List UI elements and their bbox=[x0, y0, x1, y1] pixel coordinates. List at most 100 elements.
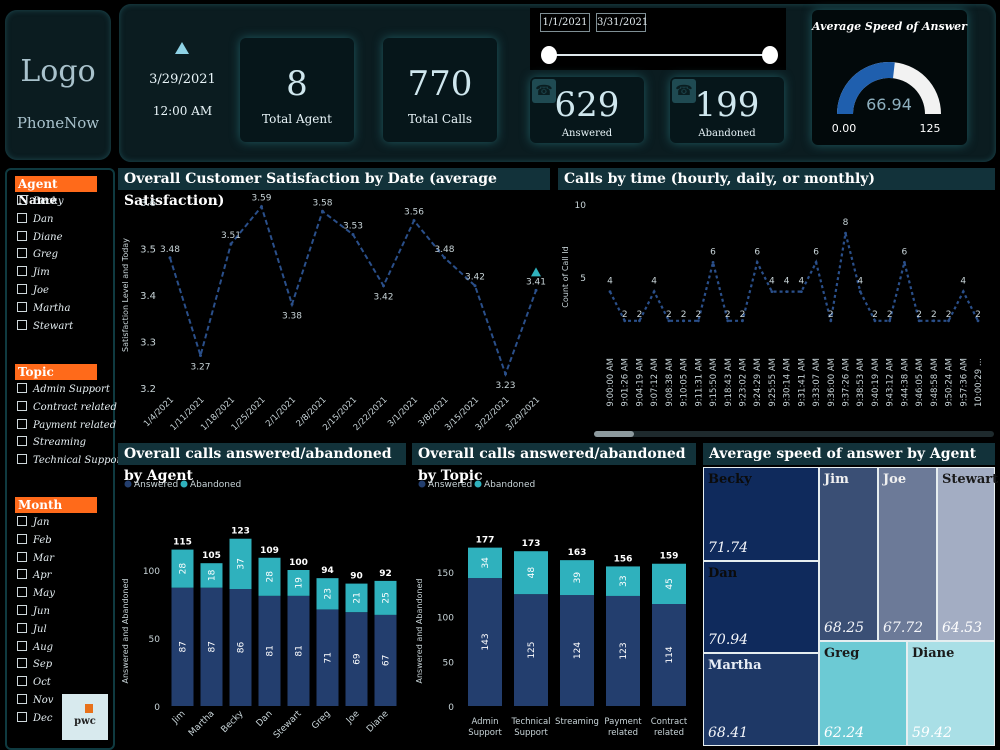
bar-label: 33 bbox=[619, 575, 629, 586]
y-tick-label: 0 bbox=[154, 703, 160, 713]
answered-label: Answered bbox=[561, 128, 613, 139]
month-filter-item[interactable]: Oct bbox=[17, 676, 51, 690]
checkbox[interactable] bbox=[17, 605, 27, 615]
x-tick-label: Technical bbox=[510, 717, 550, 727]
checkbox[interactable] bbox=[17, 640, 27, 651]
x-tick-label: 9:18:43 AM bbox=[724, 358, 734, 407]
total-calls-value: 770 bbox=[407, 64, 473, 104]
treemap-tile[interactable]: Greg 62.24 bbox=[819, 641, 907, 746]
month-filter-item[interactable]: Apr bbox=[17, 569, 51, 583]
treemap-tile[interactable]: Jim 68.25 bbox=[819, 467, 878, 641]
topic-filter-item[interactable]: Admin Support bbox=[17, 383, 110, 397]
y-tick-label: 50 bbox=[149, 635, 161, 645]
x-tick-label: 3/1/2021 bbox=[386, 395, 420, 429]
checkbox[interactable] bbox=[17, 587, 27, 598]
date-slider-start-handle[interactable] bbox=[541, 46, 557, 64]
agent-filter-item[interactable]: Diane bbox=[17, 230, 63, 245]
bar-abandoned bbox=[171, 549, 194, 588]
topic-filter-label: Technical Support bbox=[33, 455, 126, 467]
abandoned-card: ☎ 199 Abandoned bbox=[670, 77, 784, 143]
calls-time-scrollbar[interactable] bbox=[594, 431, 994, 437]
x-tick-label: Stewart bbox=[272, 709, 304, 741]
checkbox[interactable] bbox=[17, 551, 27, 562]
total-label: 109 bbox=[260, 546, 279, 556]
checkbox[interactable] bbox=[17, 319, 27, 330]
checkbox[interactable] bbox=[17, 195, 27, 205]
data-point bbox=[726, 319, 730, 323]
bar-label: 81 bbox=[295, 645, 305, 656]
topic-filter-item[interactable]: Contract related bbox=[17, 400, 117, 415]
bar-label: 48 bbox=[527, 567, 537, 579]
date-slider-end-handle[interactable] bbox=[762, 46, 778, 64]
month-filter-item[interactable]: Feb bbox=[17, 533, 52, 548]
agent-filter-item[interactable]: Becky bbox=[17, 195, 64, 209]
agent-filter-item[interactable]: Stewart bbox=[17, 319, 73, 334]
checkbox[interactable] bbox=[17, 516, 27, 526]
month-filter-item[interactable]: Jul bbox=[17, 622, 47, 637]
checkbox[interactable] bbox=[17, 436, 27, 447]
data-label: 4 bbox=[769, 277, 775, 287]
checkbox[interactable] bbox=[17, 284, 27, 294]
checkbox[interactable] bbox=[17, 533, 27, 544]
data-label: 4 bbox=[857, 277, 863, 287]
treemap-tile[interactable]: Stewart 64.53 bbox=[937, 467, 998, 641]
x-tick-label: Support bbox=[514, 728, 548, 738]
topic-filter-item[interactable]: Payment related bbox=[17, 418, 116, 433]
agent-filter-item[interactable]: Jim bbox=[17, 266, 50, 280]
data-label: 3.59 bbox=[251, 194, 271, 204]
agent-filter-item[interactable]: Dan bbox=[17, 212, 53, 227]
treemap-tile[interactable]: Martha 68.41 bbox=[703, 653, 819, 746]
checkbox[interactable] bbox=[17, 212, 27, 223]
checkbox[interactable] bbox=[17, 454, 27, 465]
treemap-tile[interactable]: Dan 70.94 bbox=[703, 561, 819, 653]
checkbox[interactable] bbox=[17, 383, 27, 393]
month-filter-item[interactable]: Nov bbox=[17, 694, 53, 708]
bar-answered bbox=[606, 595, 640, 706]
checkbox[interactable] bbox=[17, 694, 27, 704]
data-point bbox=[608, 290, 612, 293]
month-filter-item[interactable]: Mar bbox=[17, 551, 54, 566]
month-filter-item[interactable]: Sep bbox=[17, 658, 52, 672]
total-label: 123 bbox=[231, 527, 250, 537]
start-date-input[interactable]: 1/1/2021 bbox=[540, 13, 590, 32]
agent-filter-item[interactable]: Greg bbox=[17, 248, 58, 262]
month-filter-item[interactable]: Jan bbox=[17, 516, 49, 530]
checkbox[interactable] bbox=[17, 676, 27, 687]
up-arrow-icon bbox=[175, 42, 189, 54]
bar-abandoned bbox=[287, 570, 310, 596]
answered-card: ☎ 629 Answered bbox=[530, 77, 644, 143]
checkbox[interactable] bbox=[17, 400, 27, 411]
checkbox[interactable] bbox=[17, 622, 27, 633]
data-point bbox=[799, 290, 803, 293]
total-label: 177 bbox=[476, 536, 495, 546]
month-filter-item[interactable]: May bbox=[17, 587, 55, 601]
month-filter-item[interactable]: Jun bbox=[17, 605, 50, 619]
agent-filter-item[interactable]: Joe bbox=[17, 284, 49, 298]
treemap-tile[interactable]: Joe 67.72 bbox=[878, 467, 937, 641]
treemap-tile-value: 71.74 bbox=[708, 540, 749, 556]
treemap-tile[interactable]: Becky 71.74 bbox=[703, 467, 819, 561]
checkbox[interactable] bbox=[17, 711, 27, 722]
month-filter-item[interactable]: Dec bbox=[17, 711, 53, 726]
checkbox[interactable] bbox=[17, 418, 27, 429]
date-slider-track[interactable] bbox=[548, 54, 770, 56]
answered-value: 629 bbox=[554, 85, 620, 125]
treemap-tile[interactable]: Diane 59.42 bbox=[907, 641, 995, 746]
bar-label: 34 bbox=[481, 557, 491, 569]
checkbox[interactable] bbox=[17, 230, 27, 241]
scrollbar-thumb[interactable] bbox=[594, 431, 634, 437]
end-date-input[interactable]: 3/31/2021 bbox=[596, 13, 648, 32]
checkbox[interactable] bbox=[17, 301, 27, 312]
checkbox[interactable] bbox=[17, 569, 27, 580]
checkbox[interactable] bbox=[17, 248, 27, 259]
checkbox[interactable] bbox=[17, 658, 27, 669]
topic-filter-item[interactable]: Streaming bbox=[17, 436, 86, 450]
data-label: 3.23 bbox=[495, 381, 515, 391]
checkbox[interactable] bbox=[17, 266, 27, 277]
month-filter-item[interactable]: Aug bbox=[17, 640, 53, 655]
agent-filter-item[interactable]: Martha bbox=[17, 301, 70, 316]
pwc-logo-text: pwc bbox=[74, 716, 96, 727]
topic-filter-item[interactable]: Technical Support bbox=[17, 454, 125, 468]
satisfaction-title: Overall Customer Satisfaction by Date (a… bbox=[118, 168, 550, 209]
data-label: 2 bbox=[975, 310, 981, 320]
